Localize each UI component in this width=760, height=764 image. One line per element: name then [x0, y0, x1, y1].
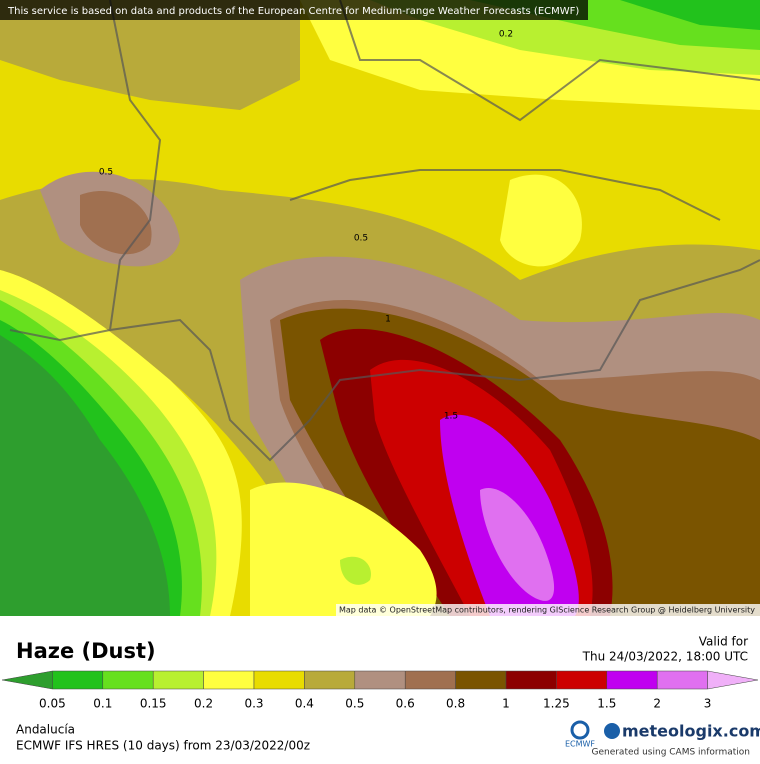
model-run: ECMWF IFS HRES (10 days) from 23/03/2022… — [16, 739, 310, 753]
legend-label: 0.05 — [39, 697, 66, 711]
ecmwf-icon — [570, 720, 590, 740]
legend-swatch — [203, 670, 255, 690]
valid-time: Thu 24/03/2022, 18:00 UTC — [582, 650, 748, 664]
area — [0, 0, 300, 110]
legend-swatch — [253, 670, 305, 690]
attribution: Map data © OpenStreetMap contributors, r… — [339, 606, 755, 615]
legend-swatch — [102, 670, 154, 690]
attribution-bg — [336, 604, 760, 616]
legend-swatch — [556, 670, 608, 690]
panel-title: Haze (Dust) — [16, 639, 156, 663]
contour-label: 0.5 — [99, 168, 113, 178]
legend-swatch — [656, 670, 708, 690]
area — [480, 488, 555, 601]
contour-label: 0.2 — [499, 30, 513, 40]
legend-label: 0.5 — [345, 697, 364, 711]
legend-label: 2 — [653, 697, 661, 711]
legend-swatch — [152, 670, 204, 690]
legend-swatch — [606, 670, 658, 690]
area — [80, 191, 152, 255]
contour-label: 0.5 — [354, 234, 368, 244]
area — [620, 0, 760, 30]
legend-swatch — [52, 670, 104, 690]
area — [250, 482, 437, 616]
legend: 0.05 0.1 0.15 0.2 0.3 0.4 0.5 0.6 0.8 1 1.25 1.5 2 3 — [1, 670, 759, 711]
legend-label: 0.1 — [93, 697, 112, 711]
legend-label: 0.3 — [244, 697, 263, 711]
contour-label: 1 — [385, 315, 391, 325]
area — [0, 335, 170, 616]
brand: meteologix.com — [622, 722, 760, 741]
legend-label: 0.2 — [194, 697, 213, 711]
legend-label: 1 — [502, 697, 510, 711]
legend-swatch — [304, 670, 356, 690]
legend-label: 0.15 — [140, 697, 167, 711]
legend-swatch — [505, 670, 557, 690]
contour-label: 1.5 — [444, 412, 458, 422]
area — [340, 556, 371, 585]
legend-label: 0.4 — [295, 697, 314, 711]
brand-note: Generated using CAMS information — [591, 748, 750, 758]
map: 0.2 0.5 0.5 1 1.5 This service is based … — [0, 0, 760, 616]
legend-label: 3 — [704, 697, 712, 711]
legend-swatch — [455, 670, 507, 690]
brand-icon — [604, 723, 620, 739]
legend-swatch — [1, 670, 53, 690]
valid-label: Valid for — [699, 635, 748, 649]
area — [500, 174, 582, 267]
legend-label: 1.5 — [597, 697, 616, 711]
legend-label: 0.8 — [446, 697, 465, 711]
legend-swatch — [404, 670, 456, 690]
notice-bg — [0, 0, 588, 20]
region: Andalucía — [16, 723, 75, 737]
legend-swatch — [354, 670, 406, 690]
notice: This service is based on data and produc… — [7, 6, 579, 17]
legend-swatch — [707, 670, 759, 690]
borders — [9, 0, 760, 462]
legend-label: 0.6 — [396, 697, 415, 711]
legend-label: 1.25 — [543, 697, 570, 711]
ecmwf-logo: ECMWF — [565, 740, 595, 749]
